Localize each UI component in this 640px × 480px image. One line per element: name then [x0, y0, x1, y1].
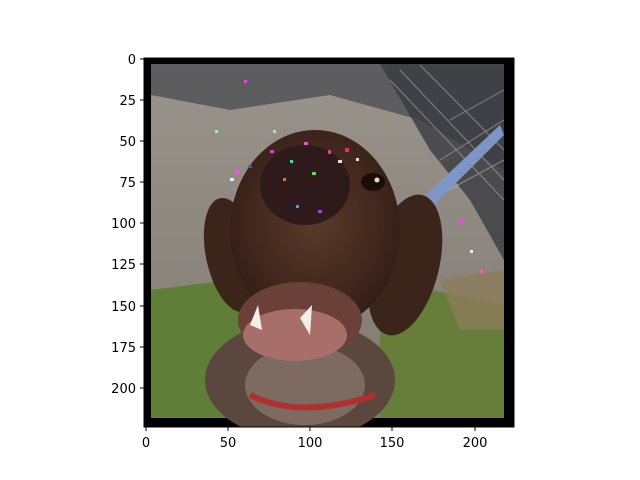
- y-tick-label: 50: [119, 135, 136, 150]
- y-tick-label: 25: [119, 94, 136, 109]
- x-tick-label: 0: [142, 436, 150, 451]
- x-tick-label: 150: [380, 436, 405, 451]
- axes-frame: [143, 57, 515, 428]
- y-tick-label: 75: [119, 176, 136, 191]
- x-axis: 0 50 100 150 200: [142, 427, 488, 451]
- y-tick-label: 100: [111, 217, 136, 232]
- x-tick-label: 200: [463, 436, 488, 451]
- y-axis: 0 25 50 75 100 125 150 175 200: [111, 53, 144, 397]
- x-tick-label: 100: [298, 436, 323, 451]
- x-tick-label: 50: [220, 436, 237, 451]
- dog-photo: [144, 58, 514, 427]
- y-tick-label: 150: [111, 300, 136, 315]
- y-tick-label: 0: [128, 53, 136, 68]
- adversarial-noise: [215, 80, 483, 273]
- y-tick-label: 175: [111, 341, 136, 356]
- y-tick-label: 125: [111, 258, 136, 273]
- y-tick-label: 200: [111, 382, 136, 397]
